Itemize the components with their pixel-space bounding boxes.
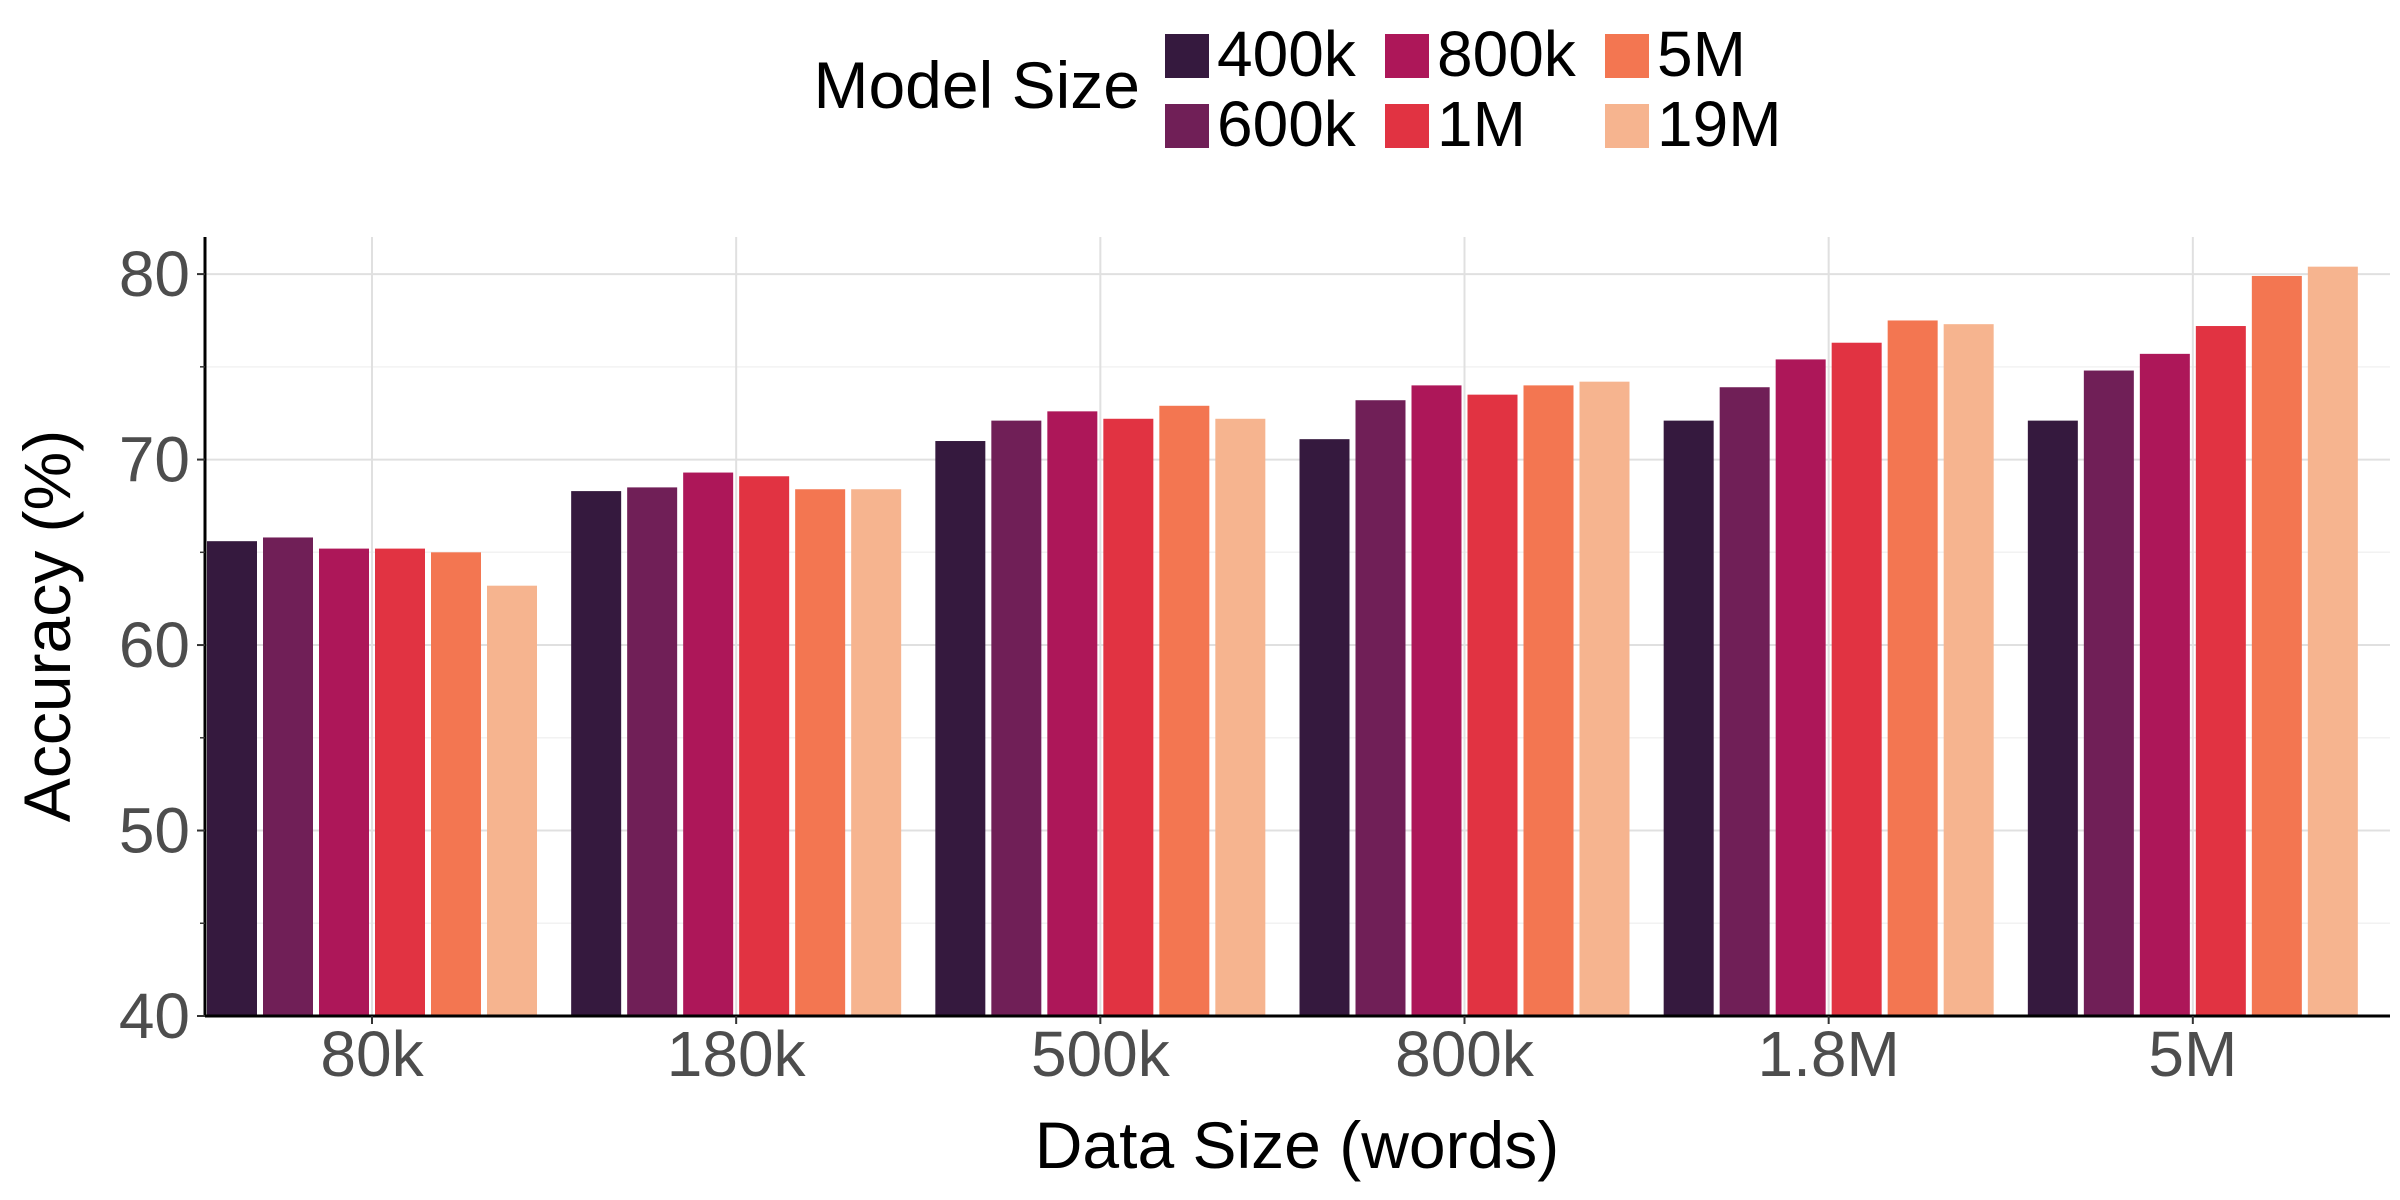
legend-title: Model Size <box>814 48 1141 122</box>
bar <box>207 541 257 1016</box>
x-axis-title: Data Size (words) <box>1035 1108 1560 1182</box>
legend-swatch <box>1165 104 1209 148</box>
bar <box>1159 405 1210 1016</box>
x-tick-label: 500k <box>1031 1018 1171 1090</box>
bar <box>935 441 986 1016</box>
bar <box>1579 381 1630 1017</box>
x-tick-label: 5M <box>2148 1018 2237 1090</box>
legend-label: 19M <box>1657 88 1782 160</box>
x-tick-label: 80k <box>320 1018 424 1090</box>
bar <box>1663 420 1714 1016</box>
bar <box>1943 324 1994 1016</box>
bar <box>2251 275 2302 1016</box>
y-tick-label: 60 <box>119 609 190 681</box>
bar <box>1831 342 1882 1016</box>
bar <box>1047 411 1098 1016</box>
legend-swatch <box>1165 34 1209 78</box>
legend-label: 600k <box>1217 88 1357 160</box>
bar <box>1411 385 1462 1016</box>
legend-label: 1M <box>1437 88 1526 160</box>
bar <box>431 552 481 1016</box>
bar <box>795 489 846 1016</box>
y-tick-label: 40 <box>119 980 190 1052</box>
bar <box>2083 370 2134 1016</box>
y-axis-title: Accuracy (%) <box>10 430 84 822</box>
y-tick-label: 50 <box>119 795 190 867</box>
bar <box>263 537 313 1016</box>
bar <box>991 420 1042 1016</box>
bar <box>1103 418 1154 1016</box>
x-tick-label: 800k <box>1395 1018 1535 1090</box>
bar <box>375 548 425 1016</box>
bar <box>1719 387 1770 1016</box>
bars <box>207 266 2358 1017</box>
y-tick-label: 70 <box>119 424 190 496</box>
tick-labels: 40 50 60 70 80 80k 180k 500k 800k 1.8M 5M <box>119 238 2237 1090</box>
y-tick-label: 80 <box>119 238 190 310</box>
bar <box>683 472 734 1016</box>
bar <box>1215 418 1266 1016</box>
bar <box>487 585 537 1016</box>
legend-label: 800k <box>1437 18 1577 90</box>
legend-swatch <box>1605 34 1649 78</box>
legend-swatch <box>1385 34 1429 78</box>
bar <box>851 489 902 1016</box>
bar <box>739 476 790 1016</box>
bar <box>627 487 678 1017</box>
bar <box>2195 326 2246 1016</box>
bar <box>2139 353 2190 1017</box>
bar <box>1775 359 1826 1016</box>
bar <box>571 491 622 1016</box>
bar <box>2307 266 2358 1017</box>
bar <box>1467 394 1518 1016</box>
x-tick-label: 1.8M <box>1758 1018 1900 1090</box>
bar <box>1523 385 1574 1016</box>
bar <box>1355 400 1406 1016</box>
bar <box>319 548 369 1016</box>
legend-label: 400k <box>1217 18 1357 90</box>
x-tick-label: 180k <box>667 1018 807 1090</box>
legend-swatch <box>1385 104 1429 148</box>
bar <box>1299 439 1350 1016</box>
legend-label: 5M <box>1657 18 1746 90</box>
bar <box>1887 320 1938 1016</box>
bar <box>2027 420 2078 1016</box>
legend-swatch <box>1605 104 1649 148</box>
